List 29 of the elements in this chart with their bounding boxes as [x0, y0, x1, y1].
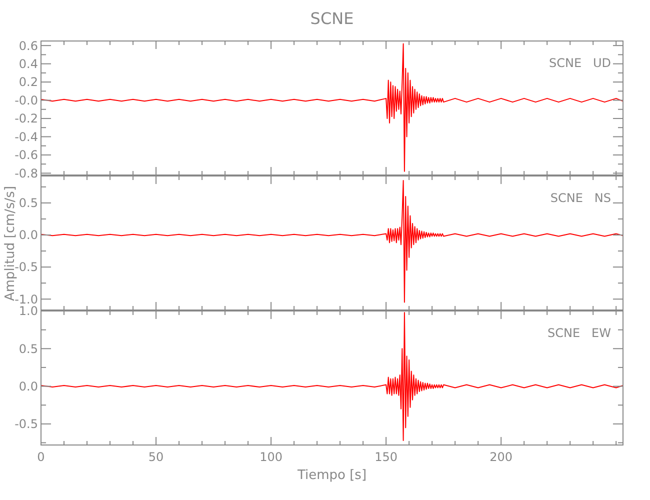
y-tick-label: 0.5 — [18, 196, 38, 210]
line-series — [40, 43, 624, 172]
x-axis-title: Tiempo [s] — [296, 468, 367, 483]
y-tick-label: -0.5 — [14, 417, 38, 432]
x-tick-label: 200 — [490, 450, 513, 464]
y-tick-label: 0.4 — [18, 56, 38, 71]
annotation: SCNE EW — [548, 326, 612, 340]
y-tick-label: -0.2 — [14, 112, 38, 126]
y-tick-label: -0.5 — [14, 260, 38, 274]
x-tick-label: 0 — [37, 450, 45, 464]
y-tick-label: 0.6 — [18, 38, 38, 53]
annotation: SCNE NS — [550, 191, 611, 205]
y-tick-label: 0.5 — [18, 342, 38, 356]
y-tick-label: -0.6 — [14, 148, 38, 162]
y-tick-label: 0.0 — [18, 228, 38, 242]
y-tick-label: 0.2 — [18, 75, 38, 90]
y-tick-label: -0.0 — [14, 93, 38, 108]
y-tick-label: 0.0 — [18, 379, 38, 394]
y-tick-label: 1.0 — [18, 304, 38, 318]
x-tick-label: 100 — [260, 450, 282, 464]
y-tick-label: -0.4 — [14, 130, 38, 144]
line-series — [40, 180, 624, 303]
x-tick-label: 150 — [374, 450, 398, 464]
y-tick-label: -1.0 — [14, 292, 38, 306]
y-tick-label: -0.8 — [14, 166, 38, 180]
x-tick-label: 50 — [148, 450, 164, 464]
annotation: SCNE UD — [548, 56, 611, 70]
chart-title: SCNE — [310, 9, 354, 28]
line-series — [40, 312, 624, 441]
